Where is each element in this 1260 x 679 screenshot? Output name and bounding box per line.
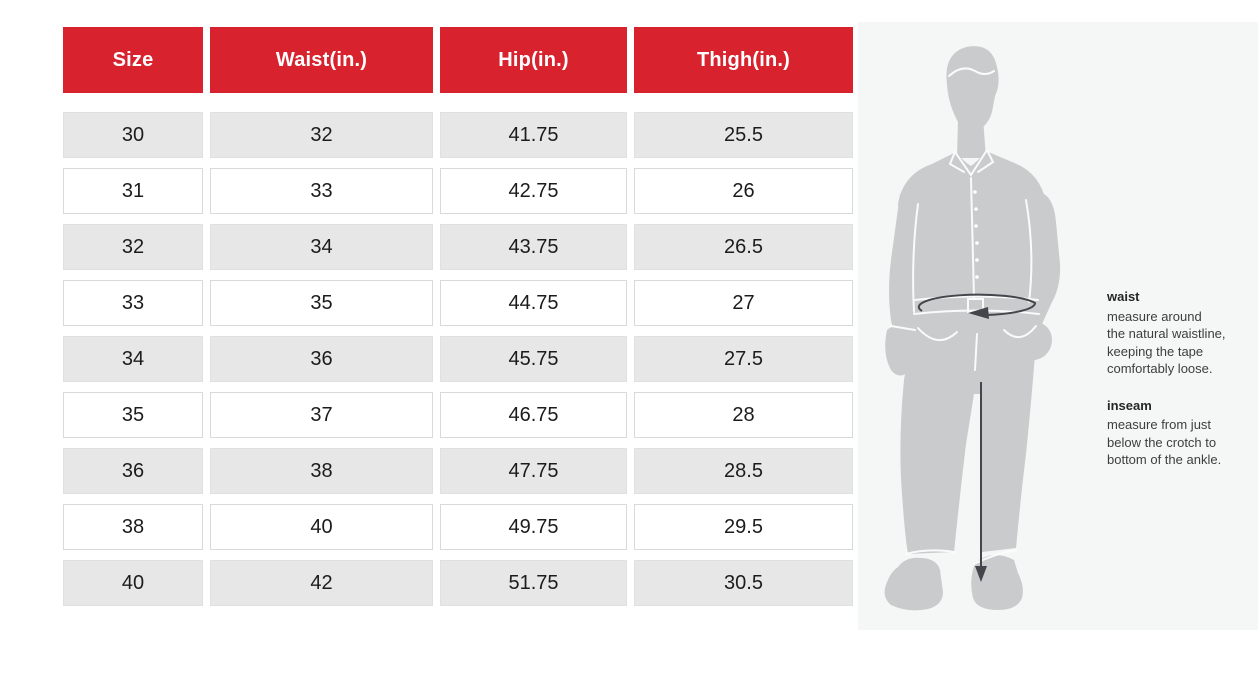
table-cell: 25.5 bbox=[634, 112, 853, 158]
table-cell: 31 bbox=[63, 168, 203, 214]
table-row: 33 35 44.75 27 bbox=[63, 280, 853, 326]
table-row: 38 40 49.75 29.5 bbox=[63, 504, 853, 550]
table-cell: 47.75 bbox=[440, 448, 627, 494]
table-cell: 46.75 bbox=[440, 392, 627, 438]
table-cell: 41.75 bbox=[440, 112, 627, 158]
table-cell: 51.75 bbox=[440, 560, 627, 606]
table-cell: 33 bbox=[210, 168, 433, 214]
column-header-waist: Waist(in.) bbox=[210, 27, 433, 93]
figure-torso bbox=[898, 151, 1051, 324]
table-cell: 42 bbox=[210, 560, 433, 606]
table-cell: 28.5 bbox=[634, 448, 853, 494]
table-cell: 26.5 bbox=[634, 224, 853, 270]
table-cell: 36 bbox=[63, 448, 203, 494]
table-cell: 35 bbox=[210, 280, 433, 326]
table-cell: 38 bbox=[63, 504, 203, 550]
column-header-thigh: Thigh(in.) bbox=[634, 27, 853, 93]
table-cell: 38 bbox=[210, 448, 433, 494]
table-cell: 28 bbox=[634, 392, 853, 438]
waist-description: measure around the natural waistline, ke… bbox=[1107, 308, 1226, 377]
table-cell: 49.75 bbox=[440, 504, 627, 550]
table-row: 30 32 41.75 25.5 bbox=[63, 112, 853, 158]
table-cell: 34 bbox=[63, 336, 203, 382]
figure-shirt-buttons bbox=[973, 190, 979, 279]
measurement-instructions: waist measure around the natural waistli… bbox=[1107, 288, 1249, 488]
table-cell: 30.5 bbox=[634, 560, 853, 606]
table-row: 36 38 47.75 28.5 bbox=[63, 448, 853, 494]
table-cell: 43.75 bbox=[440, 224, 627, 270]
table-row: 35 37 46.75 28 bbox=[63, 392, 853, 438]
waist-arrow-icon bbox=[917, 293, 1036, 319]
table-cell: 27 bbox=[634, 280, 853, 326]
table-row: 34 36 45.75 27.5 bbox=[63, 336, 853, 382]
table-cell: 40 bbox=[63, 560, 203, 606]
body-measurement-figure bbox=[884, 46, 1061, 611]
table-cell: 30 bbox=[63, 112, 203, 158]
table-cell: 37 bbox=[210, 392, 433, 438]
table-cell: 35 bbox=[63, 392, 203, 438]
table-cell: 32 bbox=[210, 112, 433, 158]
measurement-guide-panel: waist measure around the natural waistli… bbox=[858, 22, 1258, 630]
size-chart-table: Size Waist(in.) Hip(in.) Thigh(in.) 30 32… bbox=[63, 27, 853, 606]
column-header-size: Size bbox=[63, 27, 203, 93]
table-cell: 29.5 bbox=[634, 504, 853, 550]
table-cell: 45.75 bbox=[440, 336, 627, 382]
table-row: 40 42 51.75 30.5 bbox=[63, 560, 853, 606]
table-cell: 26 bbox=[634, 168, 853, 214]
table-cell: 40 bbox=[210, 504, 433, 550]
figure-legs bbox=[900, 310, 1039, 554]
figure-head bbox=[946, 46, 999, 132]
inseam-arrow-icon bbox=[975, 382, 987, 582]
waist-label: waist bbox=[1107, 289, 1140, 304]
table-cell: 44.75 bbox=[440, 280, 627, 326]
table-cell: 34 bbox=[210, 224, 433, 270]
table-row: 31 33 42.75 26 bbox=[63, 168, 853, 214]
size-table-body: 30 32 41.75 25.5 31 33 42.75 26 32 34 43.75 26.5 33 3… bbox=[63, 112, 853, 606]
table-cell: 33 bbox=[63, 280, 203, 326]
table-cell: 27.5 bbox=[634, 336, 853, 382]
inseam-description: measure from just below the crotch to bo… bbox=[1107, 417, 1222, 467]
table-header-row: Size Waist(in.) Hip(in.) Thigh(in.) bbox=[63, 27, 853, 93]
table-row: 32 34 43.75 26.5 bbox=[63, 224, 853, 270]
table-cell: 36 bbox=[210, 336, 433, 382]
table-cell: 42.75 bbox=[440, 168, 627, 214]
inseam-label: inseam bbox=[1107, 397, 1152, 413]
table-cell: 32 bbox=[63, 224, 203, 270]
column-header-hip: Hip(in.) bbox=[440, 27, 627, 93]
